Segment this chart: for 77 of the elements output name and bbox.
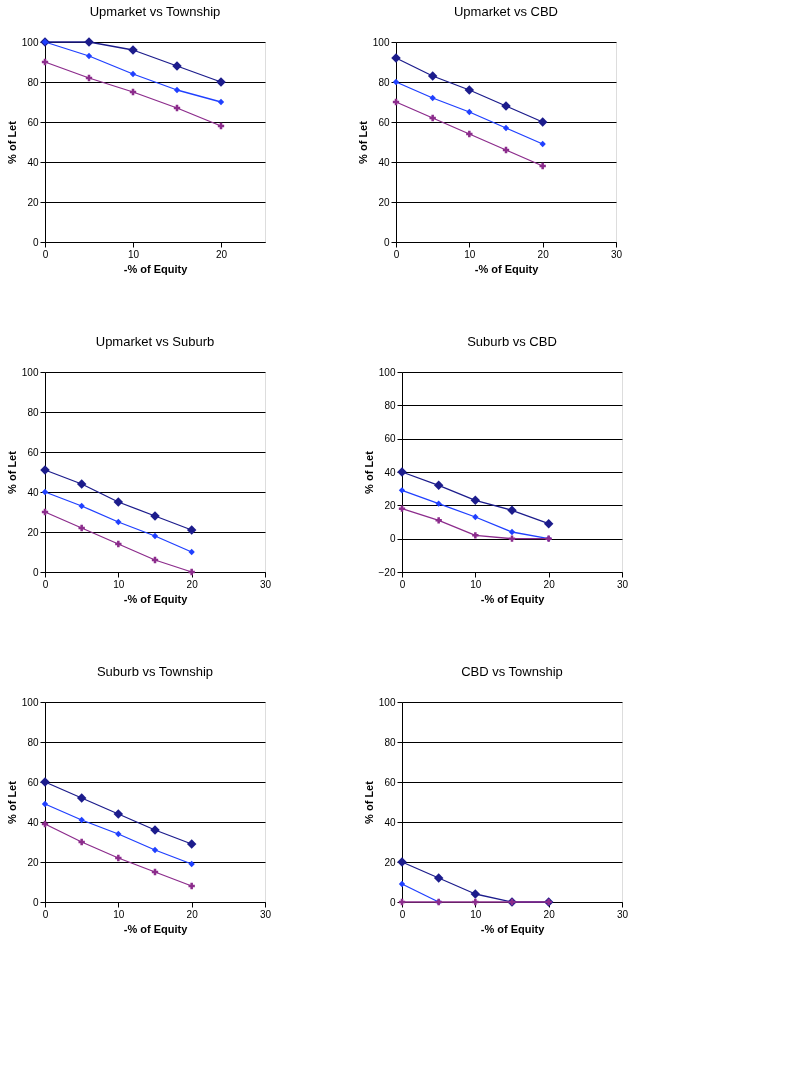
y-tick-label: 0 — [32, 236, 39, 248]
x-tick-label: 10 — [113, 578, 125, 590]
x-tick-label: 20 — [543, 578, 556, 590]
x-tick-label: 20 — [215, 248, 228, 260]
x-tick-label: 30 — [259, 578, 272, 590]
y-tick-label: 100 — [378, 696, 396, 708]
y-axis-title: % of Let — [5, 450, 18, 494]
y-tick-label: 40 — [384, 466, 396, 478]
y-tick-label: 100 — [21, 696, 39, 708]
chart-title: Upmarket vs Township — [89, 4, 221, 19]
y-tick-label: 60 — [384, 776, 396, 788]
y-tick-label: 20 — [384, 856, 396, 868]
y-tick-label: 60 — [27, 776, 39, 788]
y-axis-title: % of Let — [362, 780, 375, 824]
x-tick-label: 10 — [127, 248, 140, 260]
x-axis-title: -% of Equity — [474, 262, 540, 275]
y-tick-label: 80 — [384, 399, 396, 411]
y-axis-title: % of Let — [5, 120, 18, 164]
y-tick-label: 80 — [27, 76, 39, 88]
y-tick-label: 0 — [32, 896, 39, 908]
y-axis-title: % of Let — [356, 120, 369, 164]
y-tick-label: 100 — [378, 366, 396, 378]
x-axis-title: -% of Equity — [480, 922, 546, 935]
y-tick-label: 100 — [21, 36, 39, 48]
x-tick-label: 20 — [186, 908, 199, 920]
x-tick-label: 0 — [42, 578, 49, 590]
x-tick-label: 10 — [470, 578, 482, 590]
y-tick-label: 60 — [27, 446, 39, 458]
y-tick-label: 40 — [384, 816, 396, 828]
y-tick-label: 80 — [27, 736, 39, 748]
x-axis-title: -% of Equity — [123, 592, 189, 605]
y-tick-label: 0 — [32, 566, 39, 578]
x-tick-label: 0 — [42, 908, 49, 920]
x-tick-label: 30 — [610, 248, 623, 260]
chart-title: Upmarket vs Suburb — [95, 334, 215, 349]
y-tick-label: 80 — [378, 76, 390, 88]
y-tick-label: 20 — [27, 196, 39, 208]
x-axis-title: -% of Equity — [480, 592, 546, 605]
x-tick-label: 10 — [470, 908, 482, 920]
y-tick-label: −20 — [378, 566, 396, 578]
x-axis-title: -% of Equity — [123, 262, 189, 275]
y-tick-label: 0 — [389, 533, 396, 545]
x-tick-label: 0 — [42, 248, 49, 260]
y-tick-label: 100 — [21, 366, 39, 378]
y-tick-label: 0 — [389, 896, 396, 908]
x-tick-label: 30 — [616, 908, 629, 920]
y-tick-label: 20 — [378, 196, 390, 208]
x-tick-label: 20 — [543, 908, 556, 920]
y-tick-label: 40 — [27, 486, 39, 498]
y-tick-label: 60 — [384, 433, 396, 445]
y-axis-title: % of Let — [362, 450, 375, 494]
y-tick-label: 40 — [378, 156, 390, 168]
x-tick-label: 10 — [113, 908, 125, 920]
y-tick-label: 0 — [383, 236, 390, 248]
y-tick-label: 40 — [27, 156, 39, 168]
y-axis-title: % of Let — [5, 780, 18, 824]
chart-title: Upmarket vs CBD — [453, 4, 559, 19]
y-tick-label: 80 — [27, 406, 39, 418]
x-tick-label: 30 — [259, 908, 272, 920]
y-tick-label: 60 — [27, 116, 39, 128]
y-tick-label: 60 — [378, 116, 390, 128]
x-tick-label: 20 — [537, 248, 550, 260]
y-tick-label: 40 — [27, 816, 39, 828]
chart-title: Suburb vs Township — [96, 664, 214, 679]
y-tick-label: 20 — [384, 499, 396, 511]
y-tick-label: 100 — [372, 36, 390, 48]
chart-title: CBD vs Township — [461, 664, 563, 679]
x-tick-label: 10 — [464, 248, 476, 260]
y-tick-label: 20 — [27, 856, 39, 868]
x-tick-label: 30 — [616, 578, 629, 590]
x-tick-label: 0 — [399, 908, 406, 920]
chart-title: Suburb vs CBD — [467, 334, 557, 349]
x-tick-label: 0 — [399, 578, 406, 590]
x-axis-title: -% of Equity — [123, 922, 189, 935]
y-tick-label: 80 — [384, 736, 396, 748]
y-tick-label: 20 — [27, 526, 39, 538]
x-tick-label: 20 — [186, 578, 199, 590]
